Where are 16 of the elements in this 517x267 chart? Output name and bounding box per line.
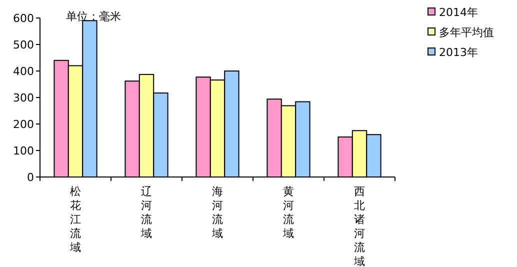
legend-label: 2013年 <box>439 46 478 59</box>
x-tick-label: 黄河流域 <box>282 185 294 240</box>
x-tick-label: 西北诸河流域 <box>353 185 365 267</box>
y-tick-label: 400 <box>13 65 34 78</box>
annotation: 单位：毫米 <box>66 10 121 23</box>
y-tick-label: 500 <box>13 38 34 52</box>
x-tick-label: 海河流域 <box>211 185 223 240</box>
y-tick-label: 0 <box>27 171 34 184</box>
legend-label: 2014年 <box>439 6 478 19</box>
x-tick-label: 松花江流域 <box>69 185 81 254</box>
legend-label: 多年平均值 <box>439 26 494 39</box>
x-tick-label: 辽河流域 <box>140 185 152 240</box>
y-tick-label: 600 <box>13 12 34 25</box>
y-tick-label: 200 <box>13 118 34 131</box>
y-tick-label: 300 <box>13 92 34 104</box>
y-tick-label: 100 <box>13 144 34 158</box>
